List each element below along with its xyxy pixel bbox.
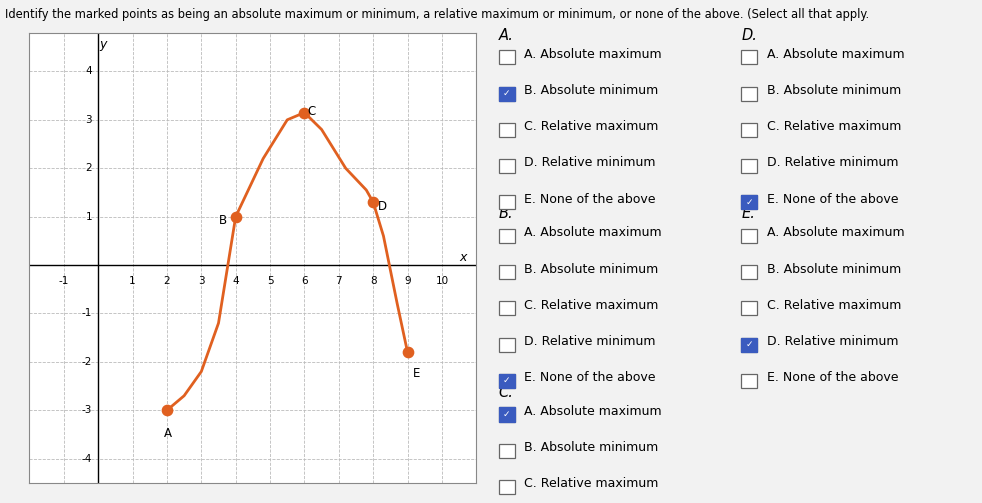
Text: 6: 6 xyxy=(301,276,307,286)
Text: C: C xyxy=(308,105,316,118)
Text: 8: 8 xyxy=(370,276,376,286)
Text: A. Absolute maximum: A. Absolute maximum xyxy=(767,48,904,61)
Text: C. Relative maximum: C. Relative maximum xyxy=(767,299,901,312)
Text: ✓: ✓ xyxy=(503,376,511,385)
Text: E.: E. xyxy=(741,206,755,221)
Text: D: D xyxy=(378,200,388,213)
Text: 1: 1 xyxy=(85,212,92,222)
Text: D. Relative minimum: D. Relative minimum xyxy=(767,335,899,348)
Text: 7: 7 xyxy=(336,276,342,286)
Text: B. Absolute minimum: B. Absolute minimum xyxy=(524,263,659,276)
Text: D. Relative minimum: D. Relative minimum xyxy=(767,156,899,170)
Point xyxy=(365,198,381,206)
Text: A. Absolute maximum: A. Absolute maximum xyxy=(767,226,904,239)
Point xyxy=(400,348,415,356)
Text: C. Relative maximum: C. Relative maximum xyxy=(524,299,659,312)
Text: A. Absolute maximum: A. Absolute maximum xyxy=(524,226,662,239)
Text: D.: D. xyxy=(741,28,757,43)
Text: ✓: ✓ xyxy=(503,410,511,419)
Text: -2: -2 xyxy=(82,357,92,367)
Text: B. Absolute minimum: B. Absolute minimum xyxy=(524,441,659,454)
Text: -1: -1 xyxy=(82,308,92,318)
Text: 4: 4 xyxy=(85,66,92,76)
Text: -4: -4 xyxy=(82,454,92,464)
Text: C. Relative maximum: C. Relative maximum xyxy=(767,120,901,133)
Text: A: A xyxy=(163,427,172,440)
Point xyxy=(228,213,244,221)
Text: B. Absolute minimum: B. Absolute minimum xyxy=(767,84,901,97)
Text: B.: B. xyxy=(499,206,514,221)
Text: A. Absolute maximum: A. Absolute maximum xyxy=(524,48,662,61)
Text: C. Relative maximum: C. Relative maximum xyxy=(524,477,659,490)
Text: 10: 10 xyxy=(435,276,449,286)
Text: B. Absolute minimum: B. Absolute minimum xyxy=(767,263,901,276)
Text: 3: 3 xyxy=(198,276,204,286)
Text: A. Absolute maximum: A. Absolute maximum xyxy=(524,405,662,418)
Text: -1: -1 xyxy=(59,276,69,286)
Text: E. None of the above: E. None of the above xyxy=(524,193,656,206)
Text: E. None of the above: E. None of the above xyxy=(767,371,899,384)
Text: 2: 2 xyxy=(85,163,92,173)
Point xyxy=(297,109,312,117)
Text: E. None of the above: E. None of the above xyxy=(767,193,899,206)
Text: D. Relative minimum: D. Relative minimum xyxy=(524,335,656,348)
Text: A.: A. xyxy=(499,28,514,43)
Text: B. Absolute minimum: B. Absolute minimum xyxy=(524,84,659,97)
Text: ✓: ✓ xyxy=(503,89,511,98)
Point xyxy=(159,406,175,414)
Text: C.: C. xyxy=(499,385,514,400)
Text: 1: 1 xyxy=(130,276,136,286)
Text: y: y xyxy=(99,38,107,51)
Text: ✓: ✓ xyxy=(745,198,753,207)
Text: C. Relative maximum: C. Relative maximum xyxy=(524,120,659,133)
Text: 2: 2 xyxy=(164,276,170,286)
Text: B: B xyxy=(218,214,227,227)
Text: E: E xyxy=(412,367,420,380)
Text: ✓: ✓ xyxy=(745,340,753,349)
Text: 9: 9 xyxy=(405,276,410,286)
Text: 4: 4 xyxy=(233,276,239,286)
Text: D. Relative minimum: D. Relative minimum xyxy=(524,156,656,170)
Text: x: x xyxy=(459,252,466,264)
Text: 5: 5 xyxy=(267,276,273,286)
Text: -3: -3 xyxy=(82,405,92,415)
Text: 3: 3 xyxy=(85,115,92,125)
Text: Identify the marked points as being an absolute maximum or minimum, a relative m: Identify the marked points as being an a… xyxy=(5,8,869,21)
Text: E. None of the above: E. None of the above xyxy=(524,371,656,384)
